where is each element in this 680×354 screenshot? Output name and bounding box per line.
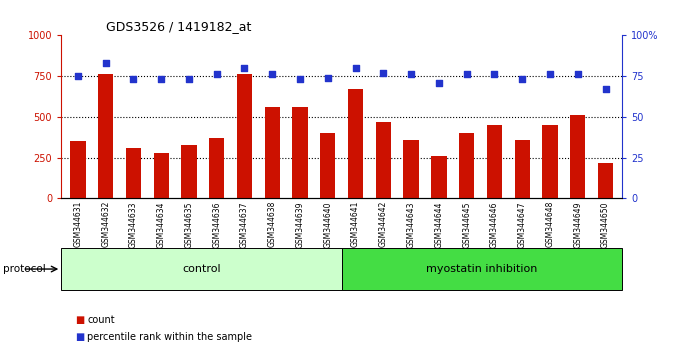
Point [545, 72, 556, 77]
Bar [61, 248, 341, 290]
Bar [348, 89, 363, 198]
Point [573, 72, 583, 77]
Point [433, 80, 444, 85]
Bar [126, 148, 141, 198]
Bar [431, 156, 447, 198]
Bar [376, 122, 391, 198]
Point [489, 72, 500, 77]
Bar [182, 144, 197, 198]
Text: count: count [87, 315, 115, 325]
Bar [403, 139, 419, 198]
Text: GDS3526 / 1419182_at: GDS3526 / 1419182_at [106, 20, 252, 33]
Text: ■: ■ [75, 332, 84, 342]
Bar [487, 125, 502, 198]
Bar [543, 125, 558, 198]
Point [184, 76, 194, 82]
Point [211, 72, 222, 77]
Point [406, 72, 417, 77]
Bar [98, 74, 114, 198]
Point [294, 76, 305, 82]
Bar [237, 74, 252, 198]
Text: percentile rank within the sample: percentile rank within the sample [87, 332, 252, 342]
Bar [570, 115, 585, 198]
Bar [154, 153, 169, 198]
Point [267, 72, 277, 77]
Text: protocol: protocol [3, 264, 46, 274]
Point [73, 73, 84, 79]
Point [128, 76, 139, 82]
Text: myostatin inhibition: myostatin inhibition [426, 264, 538, 274]
Text: ■: ■ [75, 315, 84, 325]
Point [461, 72, 472, 77]
Point [156, 76, 167, 82]
Bar [292, 107, 307, 198]
Bar [70, 141, 86, 198]
Bar [209, 138, 224, 198]
Bar [459, 133, 475, 198]
Point [517, 76, 528, 82]
Point [322, 75, 333, 81]
Point [350, 65, 361, 71]
Bar [598, 163, 613, 198]
Bar [341, 248, 622, 290]
Point [378, 70, 389, 76]
Point [239, 65, 250, 71]
Bar [320, 133, 335, 198]
Bar [515, 139, 530, 198]
Text: control: control [182, 264, 221, 274]
Point [600, 86, 611, 92]
Bar [265, 107, 280, 198]
Point [100, 60, 111, 66]
